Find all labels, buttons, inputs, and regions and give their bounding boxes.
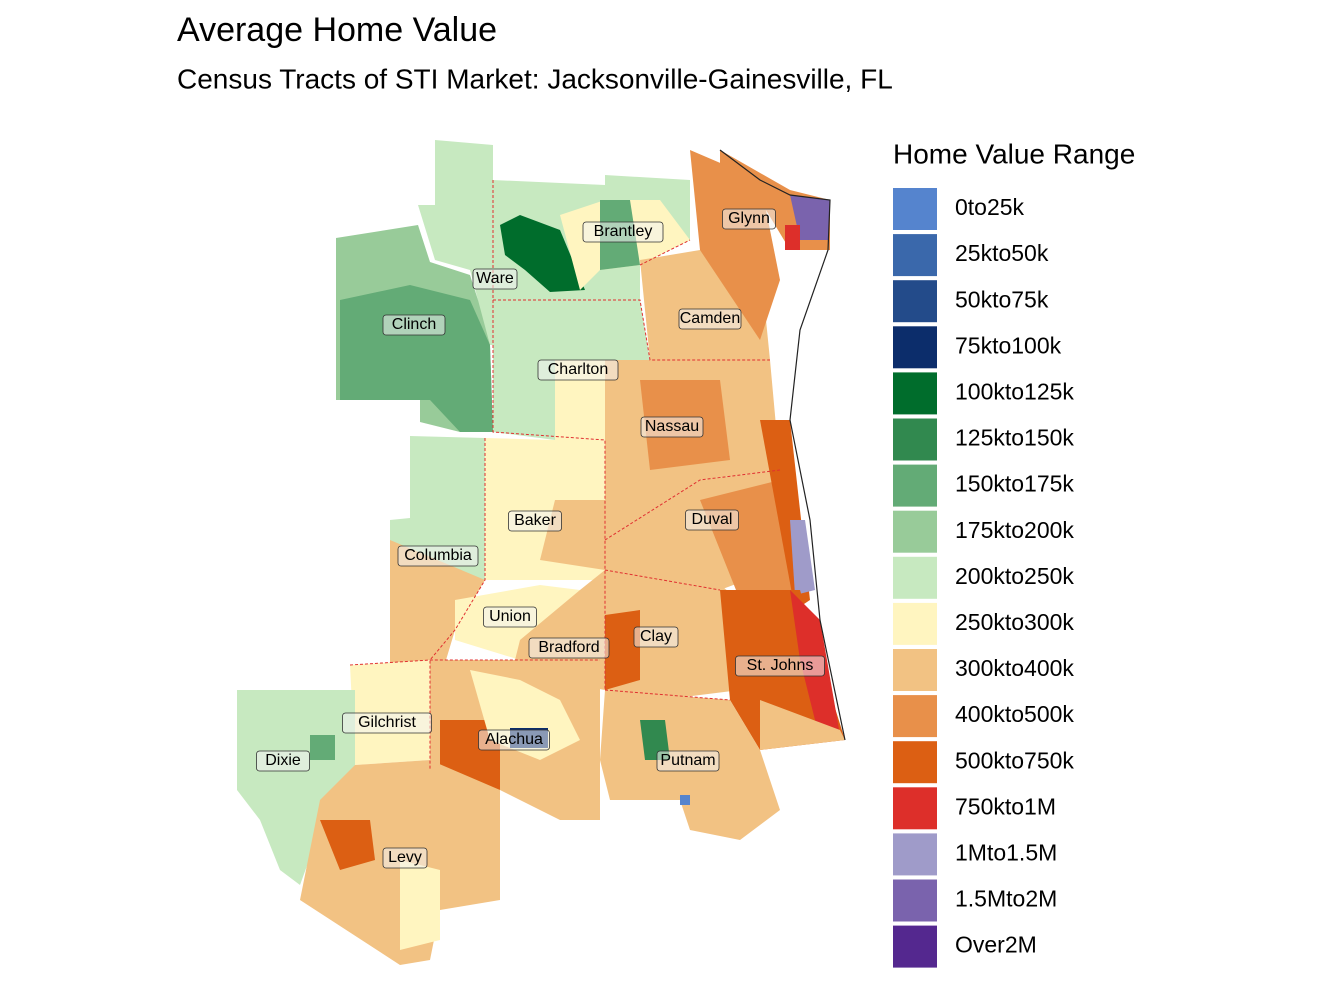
legend-label: 250kto300k [955, 609, 1074, 635]
county-label: Clay [640, 628, 672, 645]
legend-swatch [893, 510, 937, 553]
legend-label: 400kto500k [955, 701, 1074, 727]
legend-swatch [893, 695, 937, 738]
legend-swatch [893, 464, 937, 507]
legend-swatch [893, 372, 937, 415]
tract-map [237, 140, 846, 965]
county-label-box [508, 510, 562, 532]
county-label: Gilchrist [358, 714, 416, 731]
legend-swatch [893, 234, 937, 277]
county-label-box [382, 314, 446, 336]
county-label-box [735, 655, 825, 677]
county-label-box [582, 221, 664, 243]
county-label: Camden [680, 310, 740, 327]
legend-label: 25kto50k [955, 240, 1049, 266]
county-label-box [685, 509, 739, 531]
legend-label: 125kto150k [955, 425, 1074, 451]
legend-swatch [893, 602, 937, 645]
county-label: Ware [476, 270, 514, 287]
county-label-box [472, 268, 518, 290]
legend-swatch [893, 326, 937, 369]
county-label-box [537, 359, 619, 381]
legend-label: 1.5Mto2M [955, 886, 1057, 912]
county-label: Putnam [660, 752, 715, 769]
county-label-box [528, 637, 610, 659]
county-label-box [342, 712, 432, 734]
legend-label: 300kto400k [955, 655, 1074, 681]
legend-title: Home Value Range [893, 138, 1135, 169]
county-label-box [483, 606, 537, 628]
title: Average Home Value [177, 11, 497, 49]
legend-swatch [893, 741, 937, 784]
county-label: St. Johns [747, 657, 814, 674]
legend-swatch [893, 787, 937, 830]
county-label: Dixie [265, 752, 301, 769]
legend: 0to25k 25kto50k 50kto75k 75kto100k 100kto125… [893, 188, 1074, 968]
county-label-box [478, 729, 550, 751]
county-label: Columbia [404, 547, 472, 564]
legend-swatch [893, 280, 937, 323]
legend-label: 100kto125k [955, 378, 1074, 404]
legend-label: 150kto175k [955, 471, 1074, 497]
legend-swatch [893, 879, 937, 922]
legend-label: 0to25k [955, 194, 1025, 220]
county-label-box [678, 308, 742, 330]
legend-swatch [893, 556, 937, 599]
county-label: Nassau [645, 418, 699, 435]
county-label-box [640, 416, 704, 438]
legend-label: 50kto75k [955, 286, 1049, 312]
legend-swatch [893, 925, 937, 968]
county-label: Charlton [548, 361, 608, 378]
legend-swatch [893, 833, 937, 876]
county-label: Alachua [485, 731, 543, 748]
legend-label: 175kto200k [955, 517, 1074, 543]
legend-label: 75kto100k [955, 332, 1062, 358]
county-label: Union [489, 608, 531, 625]
county-label: Levy [388, 849, 422, 866]
legend-swatch [893, 649, 937, 691]
legend-label: 200kto250k [955, 563, 1074, 589]
county-label-box [656, 750, 720, 772]
county-label-box [633, 626, 679, 648]
county-label: Baker [514, 512, 556, 529]
county-label-box [397, 545, 479, 567]
legend-label: 750kto1M [955, 793, 1056, 819]
legend-swatch [893, 188, 937, 230]
county-label-box [256, 750, 310, 772]
county-label: Clinch [392, 316, 436, 333]
legend-label: 1Mto1.5M [955, 839, 1057, 865]
county-labels: Glynn Brantley Ware Camden Clinch Charlton Nas… [256, 208, 825, 869]
subtitle: Census Tracts of STI Market: Jacksonvill… [177, 63, 893, 94]
county-label: Brantley [594, 223, 653, 240]
legend-label: Over2M [955, 932, 1037, 958]
county-label-box [722, 208, 776, 230]
county-label-box [382, 847, 428, 869]
legend-label: 500kto750k [955, 747, 1074, 773]
county-label: Duval [692, 511, 733, 528]
legend-swatch [893, 418, 937, 461]
county-label: Glynn [728, 210, 770, 227]
county-label: Bradford [538, 639, 599, 656]
